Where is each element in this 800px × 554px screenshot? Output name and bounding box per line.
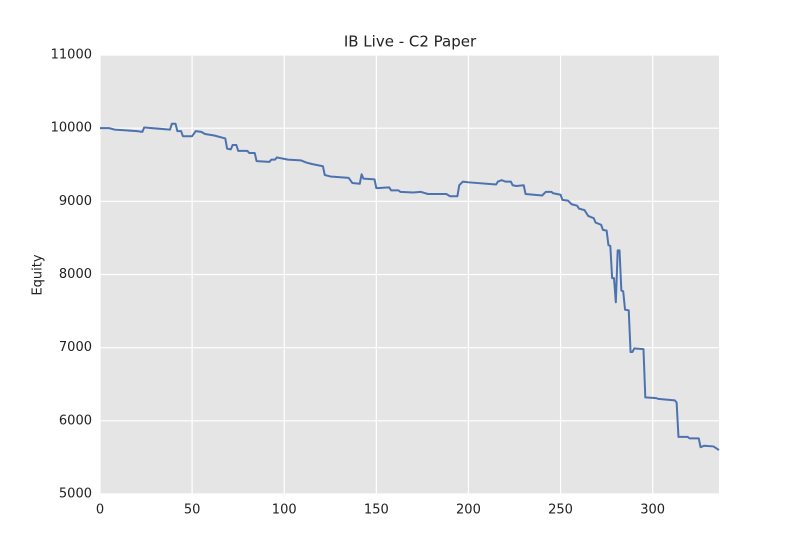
x-tick-label: 200 (456, 503, 481, 518)
line (100, 122, 720, 451)
x-tick-label: 300 (640, 503, 665, 518)
x-tick-label: 50 (184, 503, 201, 518)
x-tick-label: 150 (364, 503, 389, 518)
y-tick-label: 7000 (59, 340, 92, 355)
y-tick-label: 9000 (59, 194, 92, 209)
y-tick-label: 8000 (59, 267, 92, 282)
y-tick-label: 6000 (59, 413, 92, 428)
y-tick-label: 10000 (51, 121, 92, 136)
y-axis-label: Equity (31, 254, 46, 295)
y-tick-label: 11000 (51, 48, 92, 63)
x-tick-label: 0 (96, 503, 104, 518)
y-tick-label: 5000 (59, 487, 92, 502)
x-tick-label: 250 (548, 503, 573, 518)
chart-title: IB Live - C2 Paper (344, 33, 477, 51)
x-tick-label: 100 (272, 503, 297, 518)
